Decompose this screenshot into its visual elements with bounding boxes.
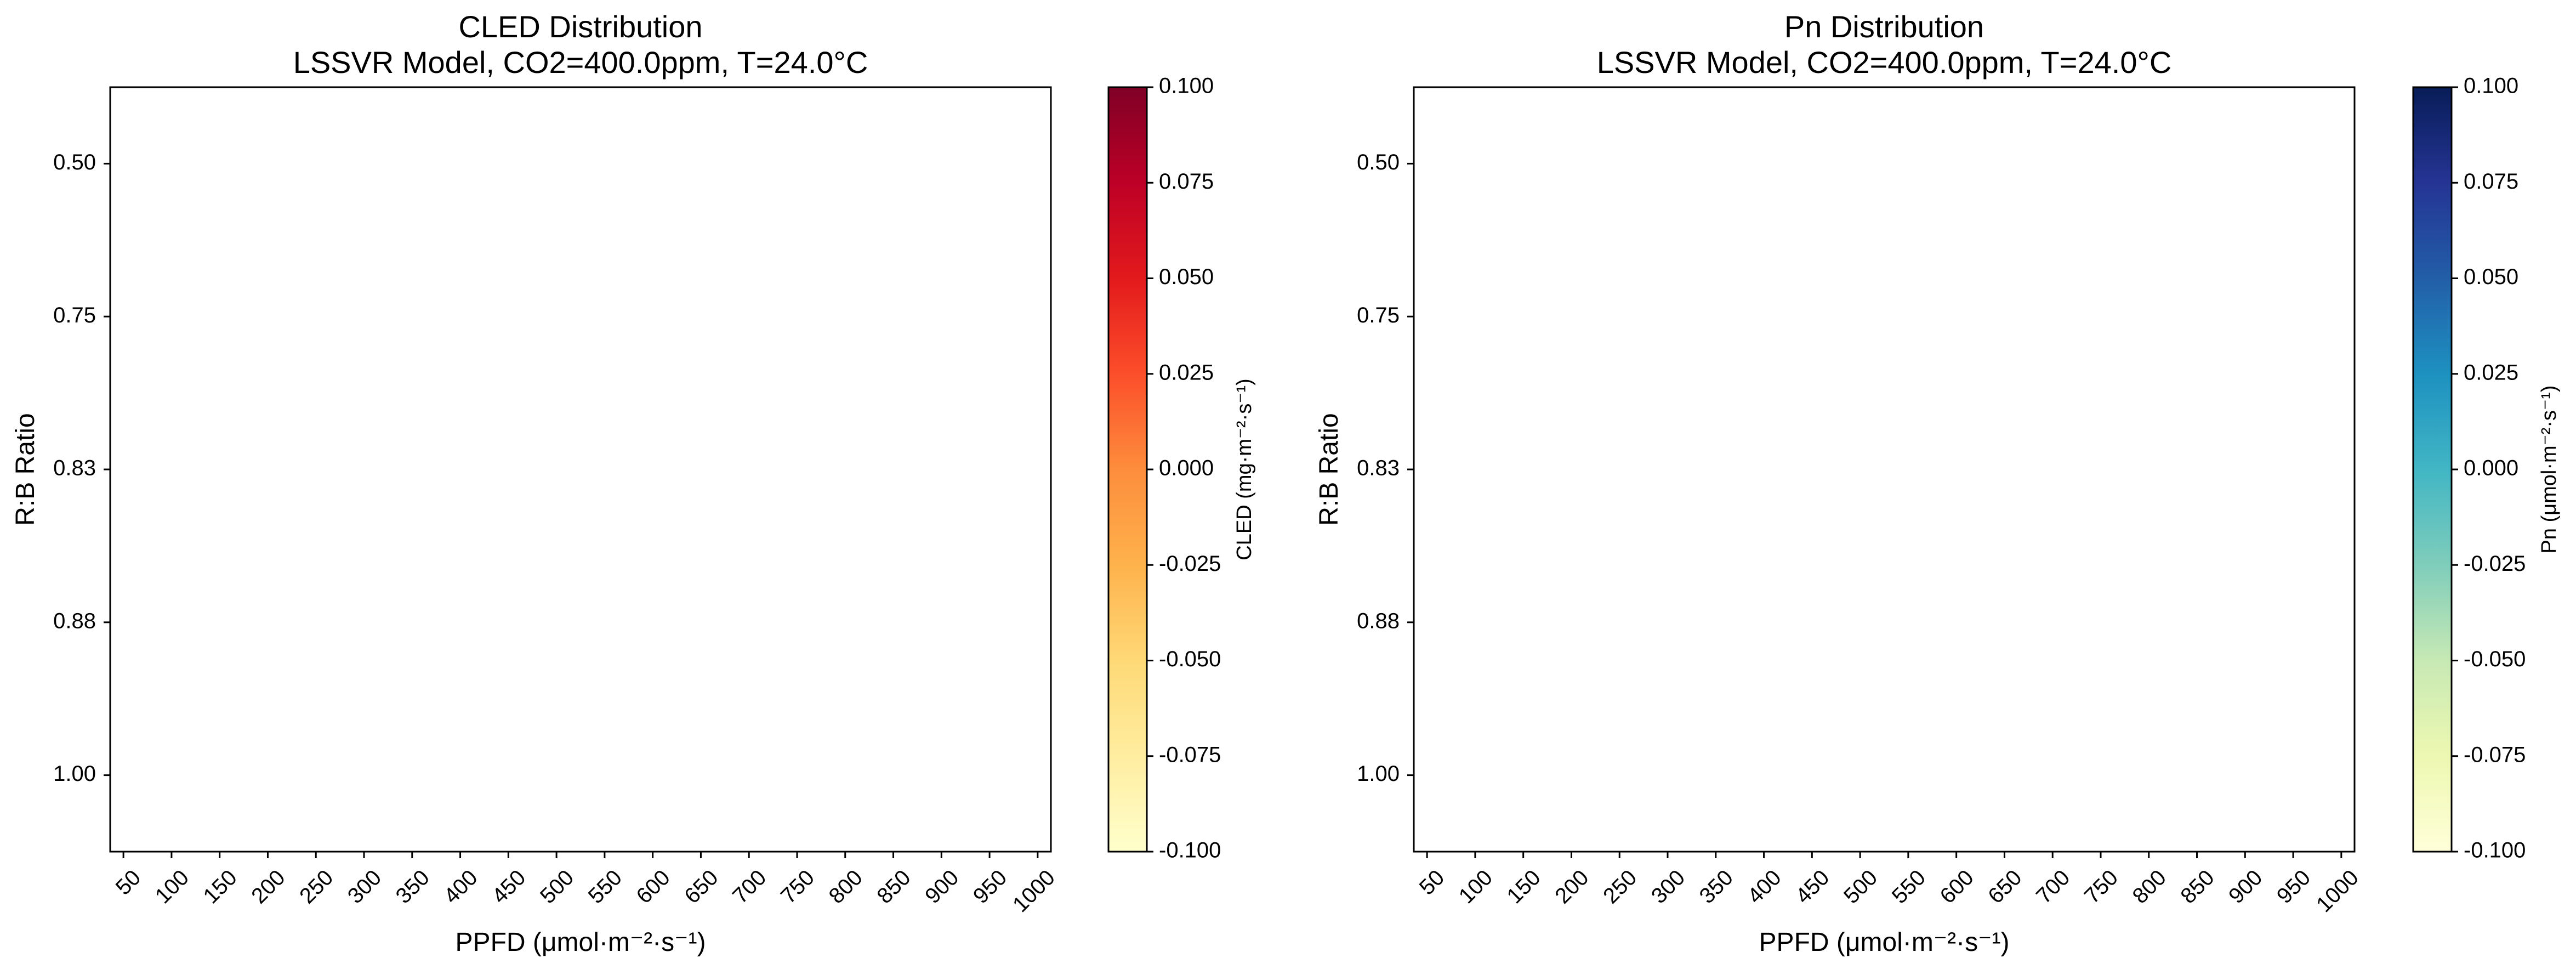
cled-x-tick-label: 400 <box>439 865 482 908</box>
cled-y-tick-label: 0.50 <box>53 150 96 174</box>
cled-x-tick-label: 300 <box>343 865 386 908</box>
cled-chart-title: CLED Distribution <box>458 9 702 44</box>
cled-x-tick-label: 1000 <box>1008 865 1060 917</box>
cled-x-tick-label: 50 <box>111 865 146 900</box>
pn-x-tick-label: 50 <box>1415 865 1449 900</box>
cled-x-tick-label: 800 <box>824 865 867 908</box>
pn-x-tick-label: 150 <box>1503 865 1545 908</box>
cled-plot-area <box>109 86 1052 853</box>
cled-x-tick-label: 200 <box>247 865 289 908</box>
pn-x-tick-label: 300 <box>1647 865 1690 908</box>
pn-y-tick-label: 0.88 <box>1357 609 1400 633</box>
cled-y-tick-label: 0.75 <box>53 303 96 327</box>
cled-chart-subtitle: LSSVR Model, CO2=400.0ppm, T=24.0°C <box>293 45 868 80</box>
pn-colorbar <box>2412 86 2453 853</box>
cled-x-tick-label: 700 <box>728 865 771 908</box>
pn-colorbar-tick-label: -0.075 <box>2464 743 2526 767</box>
cled-heatmap-panel: CLED Distribution LSSVR Model, CO2=400.0… <box>11 9 1256 957</box>
pn-x-axis: 50 100 150 200 250 300 350 400 450 500 550 600 650 70… <box>1415 852 2363 917</box>
pn-colorbar-tick-label: 0.050 <box>2464 265 2518 289</box>
cled-x-tick-label: 100 <box>151 865 194 908</box>
cled-x-tick-label: 350 <box>391 865 434 908</box>
pn-y-axis: 0.50 0.75 0.83 0.88 1.00 <box>1357 150 1414 786</box>
pn-colorbar-tick-label: 0.025 <box>2464 360 2518 384</box>
cled-x-tick-label: 600 <box>632 865 675 908</box>
pn-x-tick-label: 200 <box>1550 865 1593 908</box>
cled-y-tick-label: 1.00 <box>53 762 96 786</box>
pn-x-tick-label: 450 <box>1791 865 1834 908</box>
pn-y-axis-label: R:B Ratio <box>1315 413 1344 525</box>
cled-x-tick-label: 900 <box>920 865 963 908</box>
pn-x-tick-label: 500 <box>1839 865 1882 908</box>
pn-x-tick-label: 800 <box>2128 865 2171 908</box>
cled-colorbar-label: CLED (mg·m⁻²·s⁻¹) <box>1233 378 1256 560</box>
cled-x-tick-label: 500 <box>536 865 578 908</box>
cled-colorbar-tick-label: -0.075 <box>1159 743 1221 767</box>
cled-colorbar-tick-label: -0.050 <box>1159 647 1221 671</box>
cled-x-tick-label: 650 <box>680 865 723 908</box>
pn-colorbar-label: Pn (μmol·m⁻²·s⁻¹) <box>2538 386 2561 554</box>
pn-x-tick-label: 700 <box>2032 865 2074 908</box>
pn-x-tick-label: 350 <box>1695 865 1738 908</box>
pn-colorbar-tick-label: 0.075 <box>2464 169 2518 194</box>
pn-x-tick-label: 750 <box>2080 865 2123 908</box>
cled-colorbar-ticks: 0.100 0.075 0.050 0.025 0.000 -0.025 -0.050 -0.… <box>1147 74 1221 863</box>
pn-x-tick-label: 250 <box>1599 865 1641 908</box>
pn-x-tick-label: 600 <box>1936 865 1978 908</box>
pn-colorbar-tick-label: 0.000 <box>2464 456 2518 480</box>
pn-y-tick-label: 0.75 <box>1357 303 1400 327</box>
cled-y-axis-label: R:B Ratio <box>11 413 40 525</box>
cled-x-tick-label: 250 <box>295 865 338 908</box>
pn-x-axis-label: PPFD (μmol·m⁻²·s⁻¹) <box>1759 928 2010 957</box>
pn-colorbar-ticks: 0.100 0.075 0.050 0.025 0.000 -0.025 -0.050 -0.… <box>2452 74 2526 863</box>
pn-x-tick-label: 1000 <box>2312 865 2363 917</box>
pn-x-tick-label: 100 <box>1454 865 1497 908</box>
cled-y-axis: 0.50 0.75 0.83 0.88 1.00 <box>53 150 110 786</box>
pn-colorbar-tick-label: -0.050 <box>2464 647 2526 671</box>
pn-plot-area <box>1413 86 2356 853</box>
pn-x-tick-label: 850 <box>2176 865 2219 908</box>
pn-colorbar-tick-label: -0.025 <box>2464 552 2526 576</box>
cled-y-tick-label: 0.83 <box>53 456 96 480</box>
pn-x-tick-label: 950 <box>2272 865 2315 908</box>
pn-heatmap-panel: Pn Distribution LSSVR Model, CO2=400.0pp… <box>1315 9 2561 957</box>
pn-colorbar-tick-label: 0.100 <box>2464 74 2518 98</box>
cled-colorbar <box>1107 86 1148 853</box>
pn-x-tick-label: 550 <box>1887 865 1930 908</box>
cled-x-tick-label: 550 <box>584 865 627 908</box>
cled-x-tick-label: 450 <box>487 865 530 908</box>
cled-x-axis-label: PPFD (μmol·m⁻²·s⁻¹) <box>456 928 706 957</box>
cled-x-axis: 50 100 150 200 250 300 350 400 450 500 550 600 650 70… <box>111 852 1060 917</box>
pn-chart-subtitle: LSSVR Model, CO2=400.0ppm, T=24.0°C <box>1597 45 2172 80</box>
cled-colorbar-tick-label: 0.075 <box>1159 169 1214 194</box>
cled-y-tick-label: 0.88 <box>53 609 96 633</box>
cled-colorbar-tick-label: 0.000 <box>1159 456 1214 480</box>
pn-y-tick-label: 0.50 <box>1357 150 1400 174</box>
cled-x-tick-label: 150 <box>199 865 242 908</box>
cled-colorbar-tick-label: -0.100 <box>1159 838 1221 863</box>
pn-x-tick-label: 400 <box>1743 865 1785 908</box>
cled-colorbar-tick-label: 0.025 <box>1159 360 1214 384</box>
cled-colorbar-tick-label: 0.100 <box>1159 74 1214 98</box>
pn-x-tick-label: 650 <box>1983 865 2026 908</box>
pn-y-tick-label: 1.00 <box>1357 762 1400 786</box>
cled-colorbar-tick-label: -0.025 <box>1159 552 1221 576</box>
cled-x-tick-label: 850 <box>872 865 915 908</box>
pn-chart-title: Pn Distribution <box>1784 9 1984 44</box>
pn-colorbar-tick-label: -0.100 <box>2464 838 2526 863</box>
pn-x-tick-label: 900 <box>2224 865 2267 908</box>
pn-y-tick-label: 0.83 <box>1357 456 1400 480</box>
cled-x-tick-label: 750 <box>776 865 819 908</box>
cled-x-tick-label: 950 <box>969 865 1011 908</box>
cled-colorbar-tick-label: 0.050 <box>1159 265 1214 289</box>
